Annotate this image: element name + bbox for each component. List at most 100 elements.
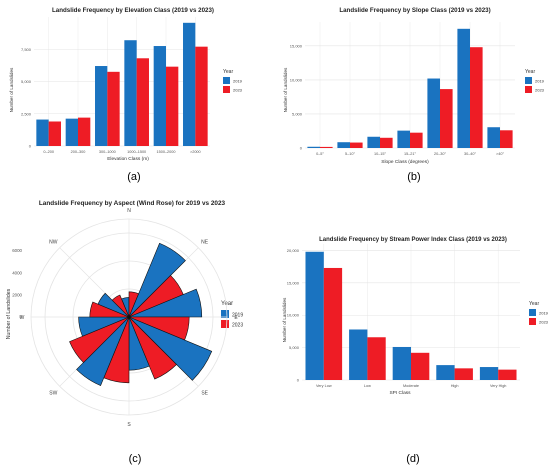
legend-label-2019: 2019 <box>232 313 243 319</box>
bar-2019-5 <box>153 46 166 146</box>
legend-swatch-2019 <box>529 309 536 316</box>
legend-label-2019: 2019 <box>539 311 549 316</box>
legend-swatch-2019 <box>221 310 229 318</box>
bar-2023-1 <box>320 146 333 148</box>
bar-2023-3 <box>380 137 393 148</box>
y-tick-label: 5,000 <box>21 79 32 84</box>
bar-2019-2 <box>349 329 368 380</box>
y-tick-label: 15,000 <box>290 43 303 48</box>
bar-2019-1 <box>307 146 320 148</box>
x-tick-label: Low <box>364 384 371 388</box>
bar-2023-2 <box>350 142 363 148</box>
x-tick-label: 30–40° <box>464 152 477 156</box>
panel-label: (a) <box>127 171 140 183</box>
bar-2019-6 <box>183 22 196 146</box>
x-tick-label: >40° <box>496 152 504 156</box>
bar-2019-3 <box>367 136 380 148</box>
bar-2023-2 <box>78 117 91 146</box>
direction-label-W: W <box>20 315 25 321</box>
x-tick-label: 0–200 <box>43 150 54 154</box>
y-tick-label: 0 <box>297 378 300 383</box>
chart-title: Landslide Frequency by Stream Power Inde… <box>319 237 507 243</box>
bar-2023-5 <box>440 89 453 148</box>
x-tick-label: High <box>451 384 459 388</box>
x-tick-label: 5–10° <box>345 152 355 156</box>
legend-title: Year <box>529 301 539 307</box>
r-tick-label: 0 <box>20 315 23 320</box>
wedge-2023-NW <box>111 294 130 318</box>
bar-2019-5 <box>427 78 440 148</box>
panel-slope-chart: Landslide Frequency by Slope Class (2019… <box>283 7 545 183</box>
x-axis-label: Elevation Class (m) <box>107 156 149 162</box>
wedge-2019-SE <box>128 316 213 381</box>
bar-2023-1 <box>48 121 61 146</box>
x-tick-label: 20–30° <box>434 152 447 156</box>
direction-label-S: S <box>127 422 131 428</box>
legend: Year 2019 2023 <box>223 69 243 93</box>
x-axis-label: Slope Class (degrees) <box>381 159 429 165</box>
y-tick-label: 2,500 <box>21 111 32 116</box>
legend-title: Year <box>223 69 233 75</box>
r-tick-label: 4000 <box>12 270 22 275</box>
bar-2023-2 <box>367 337 386 380</box>
bar-2019-1 <box>305 251 324 380</box>
plot-area: 0 2,500 5,000 7,500 0–200 200–300 300–1000 1000… <box>21 17 210 154</box>
panel-label: (d) <box>406 453 419 465</box>
x-tick-label: 300–1000 <box>99 150 116 154</box>
legend-label-2023: 2023 <box>539 320 549 325</box>
direction-label-N: N <box>127 208 131 214</box>
bar-2019-1 <box>36 119 49 146</box>
bar-2023-3 <box>107 71 120 146</box>
y-tick-label: 0 <box>29 144 32 149</box>
x-tick-label: Very Low <box>316 384 332 388</box>
wedge-2019-NE <box>128 242 186 318</box>
bar-2023-4 <box>136 58 149 146</box>
legend-label-2019: 2019 <box>535 79 545 84</box>
y-tick-label: 5,000 <box>292 111 303 116</box>
panel-spi-chart: Landslide Frequency by Stream Power Inde… <box>282 237 549 465</box>
legend: Year 2019 2023 <box>525 69 545 93</box>
direction-label-NW: NW <box>49 239 58 245</box>
y-tick-label: 5,000 <box>289 345 300 350</box>
y-axis-label: Number of Landslides <box>9 67 14 112</box>
bar-2019-4 <box>397 130 410 148</box>
x-tick-label: 0–5° <box>316 152 324 156</box>
bar-2023-7 <box>500 130 513 148</box>
y-tick-label: 10,000 <box>287 313 300 318</box>
bar-2019-3 <box>392 346 411 380</box>
y-axis-label: Number of Landslides <box>282 297 287 342</box>
wedge-2019-NW <box>97 292 130 318</box>
chart-title: Landslide Frequency by Aspect (Wind Rose… <box>39 200 226 207</box>
chart-title: Landslide Frequency by Slope Class (2019… <box>339 7 490 14</box>
y-axis-label: Number of Landslides <box>283 67 288 112</box>
legend-swatch-2019 <box>525 77 532 84</box>
bar-2019-2 <box>337 142 350 148</box>
direction-label-E: E <box>234 315 238 321</box>
direction-label-SE: SE <box>201 391 208 397</box>
wedge-2019-SW <box>76 316 130 386</box>
bar-2019-3 <box>95 66 108 146</box>
direction-label-SW: SW <box>49 391 57 397</box>
legend-label-2019: 2019 <box>233 79 243 84</box>
y-tick-label: 10,000 <box>290 77 303 82</box>
wedge-2023-SE <box>128 316 177 380</box>
y-axis-label: Number of Landslides <box>6 288 12 339</box>
bar-2023-5 <box>498 369 517 380</box>
panel-elevation-chart: Landslide Frequency by Elevation Class (… <box>9 7 243 183</box>
chart-title: Landslide Frequency by Elevation Class (… <box>52 7 214 14</box>
bar-2023-6 <box>195 46 208 146</box>
legend-title: Year <box>221 301 233 307</box>
legend-label-2023: 2023 <box>232 323 243 329</box>
x-tick-label: 1000–1500 <box>127 150 146 154</box>
legend-swatch-2023 <box>223 86 230 93</box>
bar-2023-3 <box>411 352 430 380</box>
panel-label: (c) <box>129 453 142 465</box>
wedge-2019-W <box>78 316 130 337</box>
y-tick-label: 0 <box>300 146 303 151</box>
x-tick-label: 15–21° <box>404 152 417 156</box>
bar-2019-6 <box>457 28 470 149</box>
bar-2023-5 <box>166 66 179 146</box>
bar-2019-4 <box>436 365 455 380</box>
x-tick-label: Very High <box>490 384 506 388</box>
bar-2019-7 <box>487 127 500 148</box>
